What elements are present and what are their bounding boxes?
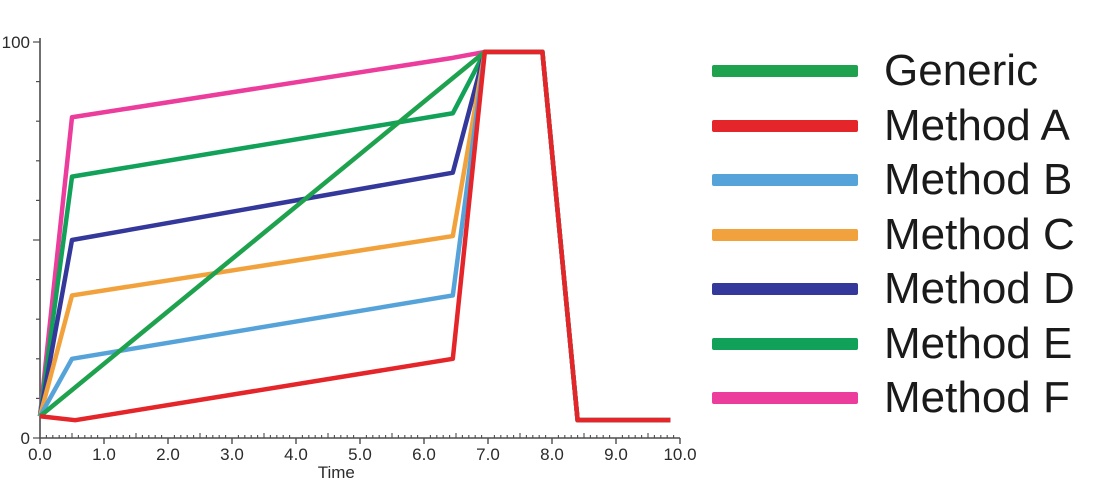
x-tick-label: 0.0 <box>28 445 52 464</box>
legend-item: Generic <box>712 44 1075 99</box>
x-tick-label: 9.0 <box>604 445 628 464</box>
series-line-method-f <box>37 49 671 423</box>
legend-swatch <box>712 65 858 78</box>
y-tick-label: 100 <box>2 33 30 52</box>
legend-swatch <box>712 119 858 132</box>
legend-item-label: Generic <box>884 46 1039 96</box>
legend-item-label: Method D <box>884 264 1075 314</box>
x-tick-label: 3.0 <box>220 445 244 464</box>
axes <box>39 38 680 439</box>
legend-swatch <box>712 228 858 241</box>
legend-item: Method C <box>712 208 1075 263</box>
x-tick-label: 6.0 <box>412 445 436 464</box>
legend-swatch <box>712 174 858 187</box>
legend-item-label: Method C <box>884 209 1075 259</box>
legend-swatch <box>712 337 858 350</box>
x-tick-label: 8.0 <box>540 445 564 464</box>
x-axis-title: Time <box>318 463 355 482</box>
legend-swatch <box>712 283 858 296</box>
legend-item-label: Method E <box>884 318 1073 368</box>
legend-swatch <box>712 392 858 405</box>
legend-item-label: Method B <box>884 155 1073 205</box>
x-tick-label: 10.0 <box>663 445 696 464</box>
x-tick-label: 1.0 <box>92 445 116 464</box>
legend-item-label: Method F <box>884 373 1070 423</box>
x-tick-label: 4.0 <box>284 445 308 464</box>
legend-item: Method B <box>712 153 1075 208</box>
legend-item: Method A <box>712 99 1075 154</box>
series-line-method-a <box>39 49 671 423</box>
legend-item: Method E <box>712 317 1075 372</box>
y-tick-label: 0 <box>21 429 30 448</box>
line-chart: 0.0 1.0 2.0 3.0 4.0 5.0 6.0 7.0 8.0 9.0 10.0 0 100 Ti… <box>2 33 697 482</box>
x-tick-label: 5.0 <box>348 445 372 464</box>
x-tick-label: 2.0 <box>156 445 180 464</box>
legend-item-label: Method A <box>884 100 1070 150</box>
legend-item: Method D <box>712 262 1075 317</box>
x-tick-label: 7.0 <box>476 445 500 464</box>
legend-item: Method F <box>712 371 1075 426</box>
